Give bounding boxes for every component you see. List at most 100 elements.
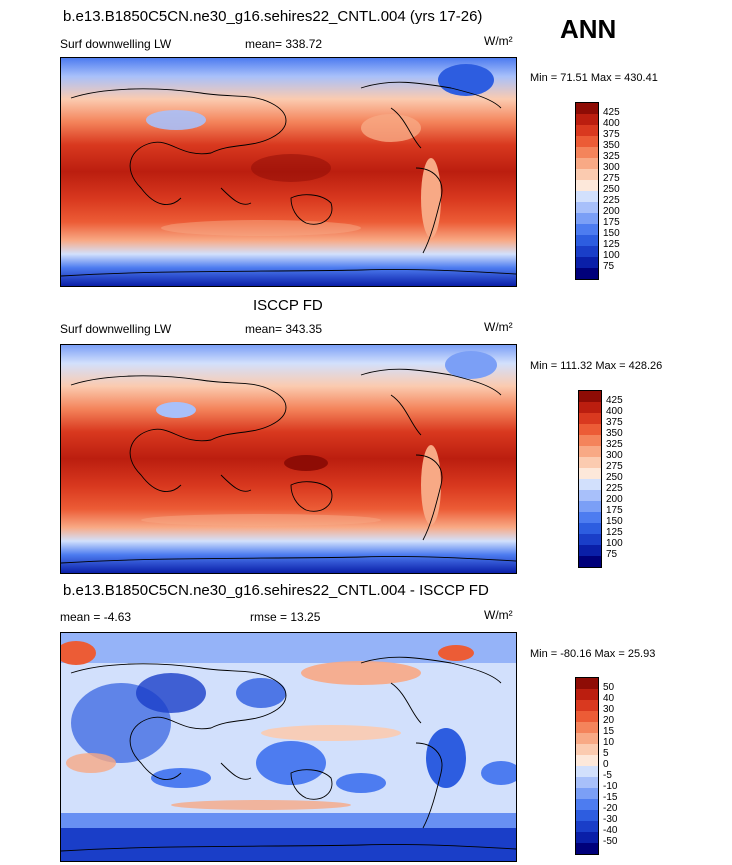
colorbar-tick-label: 175 [606,505,623,516]
colorbar-segment [576,755,598,766]
colorbar-tick-label: -5 [603,770,612,781]
panel-3-colorbar [575,677,599,855]
colorbar-segment [579,468,601,479]
colorbar-segment [579,501,601,512]
panel-2-units: W/m² [484,320,513,334]
panel-2-map [60,344,517,574]
colorbar-tick-label: 200 [603,206,620,217]
colorbar-segment [576,191,598,202]
colorbar-segment [579,435,601,446]
colorbar-segment [579,402,601,413]
colorbar-segment [576,125,598,136]
colorbar-tick-label: 325 [606,439,623,450]
colorbar-segment [576,180,598,191]
panel-1-variable-label: Surf downwelling LW [60,37,172,51]
colorbar-segment [579,512,601,523]
colorbar-tick-label: 100 [603,250,620,261]
panel-1-mean-label: mean= 338.72 [245,37,323,51]
colorbar-segment [579,534,601,545]
colorbar-tick-label: 250 [606,472,623,483]
panel-2-colorbar [578,390,602,568]
colorbar-segment [576,832,598,843]
colorbar-segment [576,700,598,711]
colorbar-segment [579,545,601,556]
colorbar-tick-label: 75 [603,261,615,272]
colorbar-tick-label: -10 [603,781,618,792]
colorbar-segment [576,733,598,744]
colorbar-segment [576,158,598,169]
panel-2-field-svg [61,345,516,573]
colorbar-tick-label: 30 [603,704,615,715]
panel-2-title: ISCCP FD [253,297,323,314]
colorbar-segment [579,391,601,402]
panel-3-field-svg [61,633,516,861]
colorbar-tick-label: 300 [603,162,620,173]
colorbar-tick-label: 15 [603,726,615,737]
panel-2-variable-label: Surf downwelling LW [60,322,172,336]
panel-1-units: W/m² [484,34,513,48]
colorbar-segment [579,490,601,501]
colorbar-segment [576,103,598,114]
colorbar-segment [576,722,598,733]
colorbar-segment [576,235,598,246]
colorbar-tick-label: 175 [603,217,620,228]
panel-3-minmax: Min = -80.16 Max = 25.93 [530,648,656,660]
panel-1-title: b.e13.B1850C5CN.ne30_g16.sehires22_CNTL.… [63,8,483,25]
colorbar-segment [579,446,601,457]
colorbar-tick-label: 10 [603,737,615,748]
colorbar-segment [576,213,598,224]
colorbar-tick-label: 350 [606,428,623,439]
colorbar-segment [576,169,598,180]
colorbar-tick-label: 275 [603,173,620,184]
colorbar-tick-label: 400 [606,406,623,417]
colorbar-tick-label: 0 [603,759,609,770]
panel-1-colorbar [575,102,599,280]
season-label: ANN [560,14,617,44]
colorbar-tick-label: 425 [603,107,620,118]
panel-2-minmax: Min = 111.32 Max = 428.26 [530,360,663,372]
colorbar-tick-label: 150 [606,516,623,527]
colorbar-segment [579,413,601,424]
colorbar-tick-label: 5 [603,748,609,759]
panel-1-minmax: Min = 71.51 Max = 430.41 [530,72,658,84]
colorbar-segment [576,711,598,722]
colorbar-tick-label: 50 [603,682,615,693]
colorbar-segment [576,257,598,268]
colorbar-tick-label: 225 [606,483,623,494]
colorbar-segment [576,766,598,777]
colorbar-tick-label: 150 [603,228,620,239]
colorbar-tick-label: 300 [606,450,623,461]
colorbar-segment [579,424,601,435]
colorbar-tick-label: -15 [603,792,618,803]
colorbar-segment [576,788,598,799]
colorbar-segment [579,523,601,534]
colorbar-segment [576,114,598,125]
colorbar-tick-label: 40 [603,693,615,704]
colorbar-tick-label: 125 [603,239,620,250]
panel-1-field-svg [61,58,516,286]
colorbar-segment [576,246,598,257]
colorbar-tick-label: 350 [603,140,620,151]
panel-3-title: b.e13.B1850C5CN.ne30_g16.sehires22_CNTL.… [63,582,489,599]
colorbar-tick-label: 400 [603,118,620,129]
colorbar-tick-label: 375 [603,129,620,140]
colorbar-segment [579,479,601,490]
colorbar-segment [576,268,598,279]
colorbar-segment [576,678,598,689]
colorbar-segment [579,556,601,567]
colorbar-segment [576,799,598,810]
colorbar-tick-label: 125 [606,527,623,538]
colorbar-tick-label: 225 [603,195,620,206]
colorbar-tick-label: -20 [603,803,618,814]
colorbar-segment [576,224,598,235]
panel-2-mean-label: mean= 343.35 [245,322,323,336]
panel-3-units: W/m² [484,608,513,622]
colorbar-segment [576,147,598,158]
colorbar-tick-label: 375 [606,417,623,428]
panel-1-map [60,57,517,287]
panel-3-map [60,632,517,862]
colorbar-segment [576,777,598,788]
colorbar-segment [576,689,598,700]
colorbar-tick-label: 275 [606,461,623,472]
colorbar-segment [576,810,598,821]
